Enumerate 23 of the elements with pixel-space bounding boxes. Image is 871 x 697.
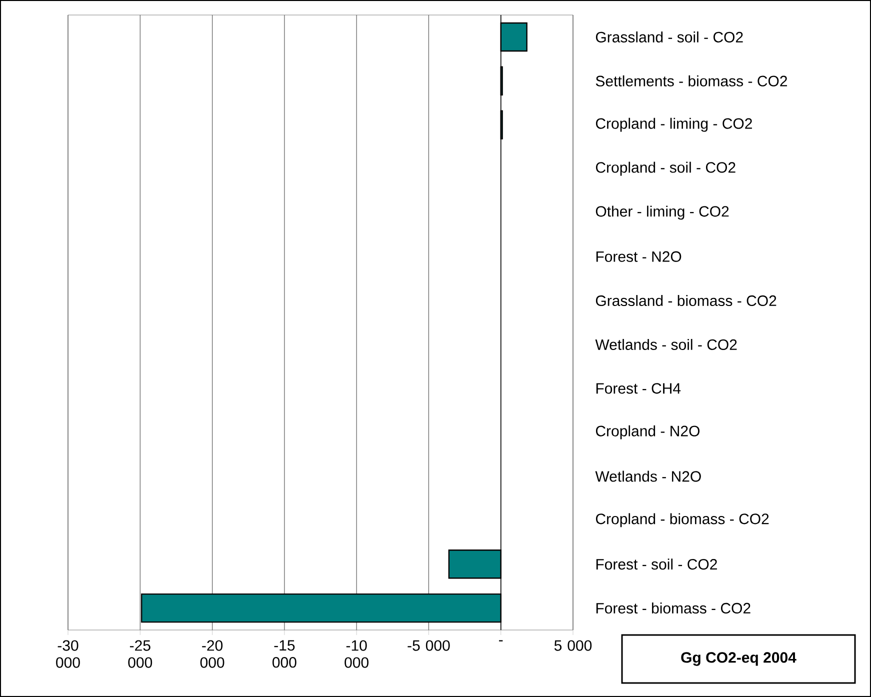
y-tick-label: Cropland - liming - CO2 xyxy=(596,118,752,132)
y-tick-label: Forest - N2O xyxy=(596,251,682,262)
x-tick-label: -25 000 xyxy=(128,640,152,668)
y-tick-label: Forest - CH4 xyxy=(596,383,681,394)
y-tick-label: Wetlands - N2O xyxy=(595,470,701,482)
y-tick-label: Cropland - biomass - CO2 xyxy=(596,513,769,528)
y-tick-label: Settlements - biomass - CO2 xyxy=(596,75,787,86)
y-tick-label: Forest - biomass - CO2 xyxy=(596,602,750,614)
x-tick-label: -30 000 xyxy=(56,640,80,668)
x-tick-label: -15 000 xyxy=(272,640,296,668)
y-tick-label: Cropland - N2O xyxy=(596,425,700,440)
x-tick-label: -5 000 xyxy=(408,640,450,651)
x-tick-label: 5 000 xyxy=(554,640,592,651)
y-tick-label: Grassland - biomass - CO2 xyxy=(596,295,776,306)
text: Gg CO2-eq 2004 xyxy=(681,652,796,666)
x-tick-label: - xyxy=(499,640,503,642)
y-tick-label: Other - liming - CO2 xyxy=(596,206,729,220)
x-tick-label: -10 000 xyxy=(344,640,368,668)
y-tick-label: Cropland - soil - CO2 xyxy=(596,162,736,176)
x-tick-label: -20 000 xyxy=(200,640,224,668)
y-tick-label: Wetlands - soil - CO2 xyxy=(595,338,737,350)
y-tick-label: Grassland - soil - CO2 xyxy=(596,31,743,42)
y-tick-label: Forest - soil - CO2 xyxy=(596,558,717,570)
